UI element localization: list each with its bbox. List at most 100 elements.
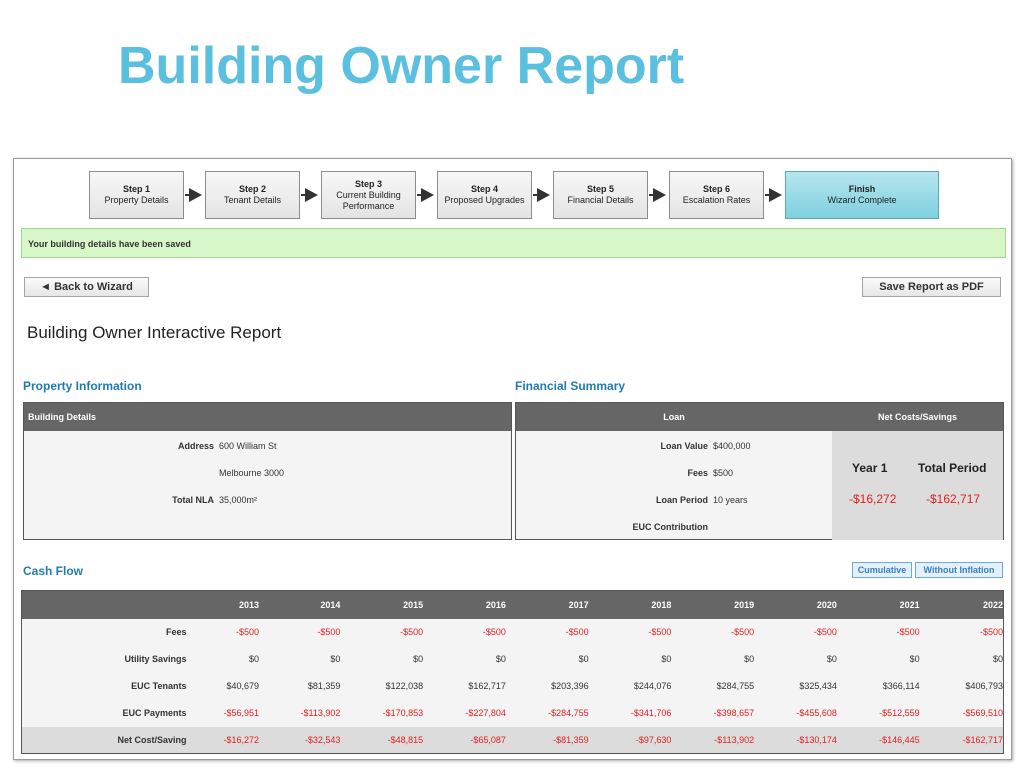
table-cell: -$146,445 bbox=[836, 726, 920, 754]
row-label: EUC Payments bbox=[122, 708, 187, 718]
year-header: 2016 bbox=[423, 590, 506, 619]
table-cell: -$16,272 bbox=[186, 726, 260, 754]
table-cell: $122,038 bbox=[385, 681, 424, 691]
table-cell: $325,434 bbox=[799, 681, 837, 691]
euc-row: EUC Contribution bbox=[632, 522, 709, 532]
address-row-2: Melbourne 3000 bbox=[219, 468, 285, 478]
year-header: 2015 bbox=[340, 590, 424, 619]
year-header: 2018 bbox=[588, 590, 672, 619]
step-arrow-icon bbox=[189, 188, 202, 202]
wizard-step-4[interactable]: Step 4 Proposed Upgrades bbox=[437, 171, 532, 219]
table-cell: -$162,717 bbox=[919, 726, 1004, 754]
table-cell: -$500 bbox=[235, 627, 260, 637]
table-cell: -$398,657 bbox=[713, 708, 755, 718]
table-cell: $0 bbox=[249, 654, 260, 664]
loan-header: Loan bbox=[663, 412, 685, 422]
row-label: Fees bbox=[165, 627, 187, 637]
report-window: Step 1 Property Details Step 2 Tenant Deta… bbox=[13, 158, 1012, 760]
table-cell: -$32,543 bbox=[259, 726, 341, 754]
table-cell: $366,114 bbox=[882, 681, 920, 691]
table-cell: -$500 bbox=[896, 627, 920, 637]
row-label: Utility Savings bbox=[124, 654, 187, 664]
cashflow-table: 2013 2014 2015 2016 2017 2018 2019 2020 … bbox=[21, 590, 1004, 754]
row-label: EUC Tenants bbox=[131, 681, 187, 691]
table-cell: $40,679 bbox=[226, 681, 260, 691]
year-header: 2017 bbox=[505, 590, 589, 619]
table-cell: $162,717 bbox=[468, 681, 506, 691]
save-pdf-button[interactable]: Save Report as PDF bbox=[862, 277, 1001, 297]
cashflow-section-title: Cash Flow bbox=[23, 564, 84, 578]
table-cell: $284,755 bbox=[716, 681, 755, 691]
table-cell: -$81,359 bbox=[505, 726, 589, 754]
table-cell: $0 bbox=[744, 654, 755, 664]
table-cell: $0 bbox=[578, 654, 589, 664]
property-panel: Building Details Address 600 William St M… bbox=[23, 402, 512, 540]
nla-row: Total NLA 35,000m² bbox=[172, 495, 258, 505]
step-arrow-icon bbox=[305, 188, 318, 202]
year-header: 2014 bbox=[259, 590, 341, 619]
financial-section-title: Financial Summary bbox=[515, 379, 626, 393]
table-cell: $0 bbox=[826, 654, 837, 664]
table-row: EUC Tenants $40,679 $81,359 $122,038 $162,71… bbox=[22, 673, 1004, 700]
report-title: Building Owner Interactive Report bbox=[27, 323, 282, 342]
saved-notice: Your building details have been saved bbox=[21, 228, 1006, 258]
step-arrow-icon bbox=[421, 188, 434, 202]
table-row: EUC Payments -$56,951 -$113,902 -$170,853 -$… bbox=[22, 700, 1004, 727]
year-header: 2021 bbox=[836, 590, 920, 619]
wizard-step-3[interactable]: Step 3 Current Building Performance bbox=[321, 171, 416, 219]
table-cell: $0 bbox=[909, 654, 920, 664]
table-cell: -$48,815 bbox=[340, 726, 424, 754]
table-cell: -$500 bbox=[565, 627, 589, 637]
table-cell: $244,076 bbox=[633, 681, 672, 691]
slide-title: Building Owner Report bbox=[118, 37, 685, 95]
year-header: 2022 bbox=[919, 590, 1004, 619]
table-cell: -$500 bbox=[979, 627, 1003, 637]
table-cell: -$56,951 bbox=[223, 708, 260, 718]
table-cell: $0 bbox=[992, 654, 1003, 664]
year1-value: -$16,272 bbox=[849, 492, 897, 506]
table-cell: $81,359 bbox=[307, 681, 341, 691]
table-cell: -$113,902 bbox=[300, 708, 341, 718]
total-period-value: -$162,717 bbox=[926, 492, 981, 506]
table-cell: -$170,853 bbox=[382, 708, 424, 718]
table-row: Utility Savings $0 $0 $0 $0 $0 $0 $0 $0 $0 $0 bbox=[22, 646, 1004, 673]
total-period-label: Total Period bbox=[918, 461, 987, 475]
back-to-wizard-button[interactable]: ◄ Back to Wizard bbox=[24, 277, 149, 297]
year-header: 2013 bbox=[186, 590, 260, 619]
year-header: 2019 bbox=[671, 590, 755, 619]
building-details-header: Building Details bbox=[24, 403, 511, 431]
address-row: Address 600 William St bbox=[177, 441, 277, 451]
table-cell: -$227,804 bbox=[465, 708, 506, 718]
table-cell: -$130,174 bbox=[754, 726, 837, 754]
wizard-step-6[interactable]: Step 6 Escalation Rates bbox=[669, 171, 764, 219]
table-cell: -$455,608 bbox=[796, 708, 837, 718]
wizard-step-1[interactable]: Step 1 Property Details bbox=[89, 171, 184, 219]
table-row: Fees -$500 -$500 -$500 -$500 -$500 -$500 -$500 -… bbox=[22, 619, 1004, 646]
cashflow-body: Fees -$500 -$500 -$500 -$500 -$500 -$500 -$500 -… bbox=[21, 618, 1004, 754]
table-cell: $0 bbox=[413, 654, 424, 664]
year1-label: Year 1 bbox=[852, 461, 888, 475]
table-cell: $406,793 bbox=[965, 681, 1003, 691]
net-costs-area: Year 1 Total Period -$16,272 -$162,717 bbox=[832, 431, 1003, 540]
cashflow-header-row: 2013 2014 2015 2016 2017 2018 2019 2020 … bbox=[21, 590, 1004, 619]
table-cell: $0 bbox=[495, 654, 506, 664]
cumulative-toggle[interactable]: Cumulative bbox=[852, 562, 912, 578]
table-cell: -$500 bbox=[400, 627, 424, 637]
table-cell: -$500 bbox=[317, 627, 341, 637]
loan-value-row: Loan Value $400,000 bbox=[660, 441, 751, 451]
loan-period-row: Loan Period 10 years bbox=[655, 495, 748, 505]
wizard-steps: Step 1 Property Details Step 2 Tenant Deta… bbox=[89, 171, 949, 221]
wizard-step-5[interactable]: Step 5 Financial Details bbox=[553, 171, 648, 219]
net-costs-header: Net Costs/Savings bbox=[877, 412, 958, 422]
table-cell: -$500 bbox=[731, 627, 755, 637]
table-cell: -$500 bbox=[482, 627, 506, 637]
property-section-title: Property Information bbox=[23, 379, 142, 393]
step-arrow-icon bbox=[653, 188, 666, 202]
row-label: Net Cost/Saving bbox=[21, 726, 187, 754]
wizard-step-finish[interactable]: Finish Wizard Complete bbox=[785, 171, 939, 219]
year-header: 2020 bbox=[754, 590, 837, 619]
table-cell: $0 bbox=[661, 654, 672, 664]
wizard-step-2[interactable]: Step 2 Tenant Details bbox=[205, 171, 300, 219]
without-inflation-toggle[interactable]: Without Inflation bbox=[915, 562, 1003, 578]
table-cell: -$65,087 bbox=[423, 726, 506, 754]
